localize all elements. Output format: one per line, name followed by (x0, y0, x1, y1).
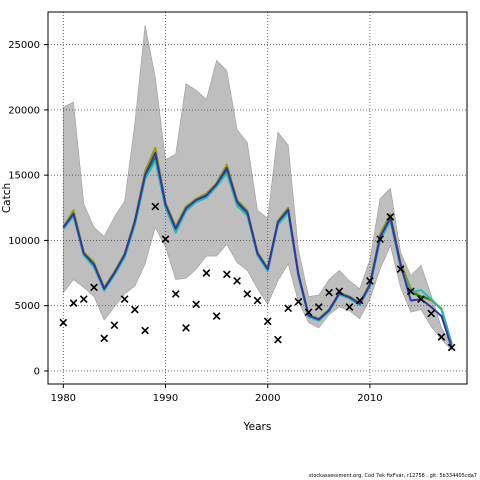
y-tick-label: 20000 (8, 105, 40, 116)
y-tick-label: 25000 (8, 40, 40, 51)
observed-marker (274, 335, 282, 344)
y-tick-label: 0 (34, 366, 40, 377)
observed-marker (437, 333, 446, 341)
observed-marker (120, 295, 129, 304)
observed-marker (161, 235, 170, 243)
x-tick-label: 1980 (51, 393, 76, 404)
observed-marker (243, 290, 252, 298)
observed-marker (79, 295, 88, 304)
axes: 1980 1990 2000 2010 0 5000 10000 15000 20000 2500… (8, 40, 382, 404)
observed-marker (182, 324, 190, 332)
observed-marker (151, 202, 160, 211)
observed-marker (192, 300, 201, 309)
observed-marker (304, 308, 313, 317)
observed-marker (202, 269, 211, 277)
observed-marker (406, 287, 415, 296)
observed-marker (284, 304, 293, 313)
series-lines (62, 146, 453, 348)
observed-marker (110, 321, 119, 330)
observed-marker (222, 270, 231, 279)
series-line-4 (62, 152, 453, 348)
observed-markers (59, 202, 456, 352)
observed-marker (131, 305, 139, 314)
observed-marker (294, 297, 303, 306)
observed-marker (335, 287, 344, 296)
x-tick-label: 2000 (255, 393, 280, 404)
plot-frame (47, 11, 468, 385)
observed-marker (376, 235, 384, 243)
observed-marker (90, 283, 98, 292)
observed-marker (396, 265, 405, 274)
y-tick-label: 5000 (15, 301, 40, 312)
observed-marker (325, 288, 333, 297)
observed-marker (366, 277, 374, 285)
observed-marker (263, 317, 272, 326)
observed-marker (386, 213, 395, 221)
observed-marker (345, 303, 354, 311)
observed-marker (233, 277, 241, 285)
observed-marker (427, 309, 436, 318)
observed-marker (314, 303, 323, 311)
observed-marker (253, 296, 262, 305)
observed-marker (141, 326, 149, 335)
observed-marker (212, 312, 221, 320)
observed-marker (100, 334, 109, 343)
observed-marker (59, 318, 68, 327)
observed-marker (417, 295, 425, 304)
y-axis-title: Catch (1, 183, 13, 213)
x-axis-title: Years (243, 421, 272, 433)
x-tick-label: 2010 (357, 393, 382, 404)
observed-marker (447, 343, 456, 352)
observed-marker (69, 299, 78, 307)
observed-marker (171, 290, 180, 298)
observed-marker (355, 296, 364, 305)
footer-credit: stockassessment.org, Cod 7ek fixFvar, r1… (308, 473, 477, 479)
y-tick-label: 15000 (8, 171, 40, 182)
x-tick-label: 1990 (153, 393, 178, 404)
y-tick-label: 10000 (8, 236, 40, 247)
